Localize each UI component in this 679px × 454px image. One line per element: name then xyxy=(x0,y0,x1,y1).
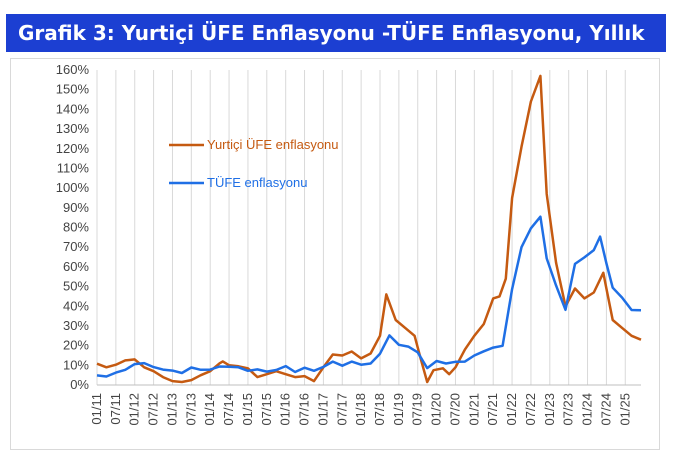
chart-title: Grafik 3: Yurtiçi ÜFE Enflasyonu -TÜFE E… xyxy=(6,14,666,52)
x-tick-label: 07/14 xyxy=(221,393,236,426)
y-tick-label: 150% xyxy=(56,82,90,97)
x-tick-label: 07/19 xyxy=(410,393,425,426)
x-tick-label: 07/21 xyxy=(485,393,500,426)
y-tick-label: 90% xyxy=(63,200,89,215)
series-line-tufe xyxy=(96,215,642,378)
y-tick-label: 60% xyxy=(63,259,89,274)
y-tick-label: 140% xyxy=(56,101,90,116)
x-tick-label: 07/20 xyxy=(447,393,462,426)
x-tick-label: 07/22 xyxy=(523,393,538,426)
x-tick-label: 07/12 xyxy=(146,393,161,426)
x-tick-label: 01/14 xyxy=(202,393,217,426)
x-tick-label: 01/24 xyxy=(580,393,595,426)
y-tick-label: 50% xyxy=(63,279,89,294)
x-tick-label: 01/17 xyxy=(315,393,330,426)
x-tick-label: 01/18 xyxy=(353,393,368,426)
x-tick-label: 01/13 xyxy=(164,393,179,426)
x-tick-label: 07/16 xyxy=(297,393,312,426)
y-tick-label: 0% xyxy=(70,377,89,392)
y-tick-label: 20% xyxy=(63,338,89,353)
y-tick-label: 100% xyxy=(56,180,90,195)
line-chart: 01/11 07/11 01/12 07/12 01/13 07/13 01/14 07/14… xyxy=(56,62,642,426)
y-tick-label: 80% xyxy=(63,220,89,235)
y-tick-label: 40% xyxy=(63,298,89,313)
y-tick-label: 110% xyxy=(57,160,90,175)
x-tick-label: 01/15 xyxy=(240,393,255,426)
chart-frame: 01/11 07/11 01/12 07/12 01/13 07/13 01/14 07/14… xyxy=(10,58,660,450)
y-tick-label: 120% xyxy=(56,141,90,156)
y-tick-label: 130% xyxy=(56,121,90,136)
x-tick-label: 01/16 xyxy=(278,393,293,426)
x-tick-label: 07/18 xyxy=(372,393,387,426)
x-tick-label: 07/11 xyxy=(108,393,123,425)
x-tick-label: 01/12 xyxy=(127,393,142,426)
x-tick-label: 01/23 xyxy=(542,393,557,426)
x-tick-label: 07/23 xyxy=(561,393,576,426)
series-line-ufe xyxy=(96,74,642,384)
x-tick-label: 01/25 xyxy=(617,393,632,426)
x-tick-label: 01/19 xyxy=(391,393,406,426)
y-tick-label: 10% xyxy=(63,357,89,372)
legend-label: TÜFE enflasyonu xyxy=(207,175,307,190)
y-tick-label: 30% xyxy=(63,318,89,333)
x-tick-label: 01/11 xyxy=(89,393,104,425)
x-tick-label: 07/24 xyxy=(598,393,613,426)
y-tick-label: 160% xyxy=(56,62,90,77)
x-tick-label: 07/15 xyxy=(259,393,274,426)
x-tick-label: 01/21 xyxy=(466,393,481,426)
y-tick-label: 70% xyxy=(63,239,89,254)
x-tick-label: 07/17 xyxy=(334,393,349,426)
legend-label: Yurtiçi ÜFE enflasyonu xyxy=(207,137,339,152)
x-tick-label: 07/13 xyxy=(183,393,198,426)
x-tick-label: 01/20 xyxy=(429,393,444,426)
x-tick-label: 01/22 xyxy=(504,393,519,426)
